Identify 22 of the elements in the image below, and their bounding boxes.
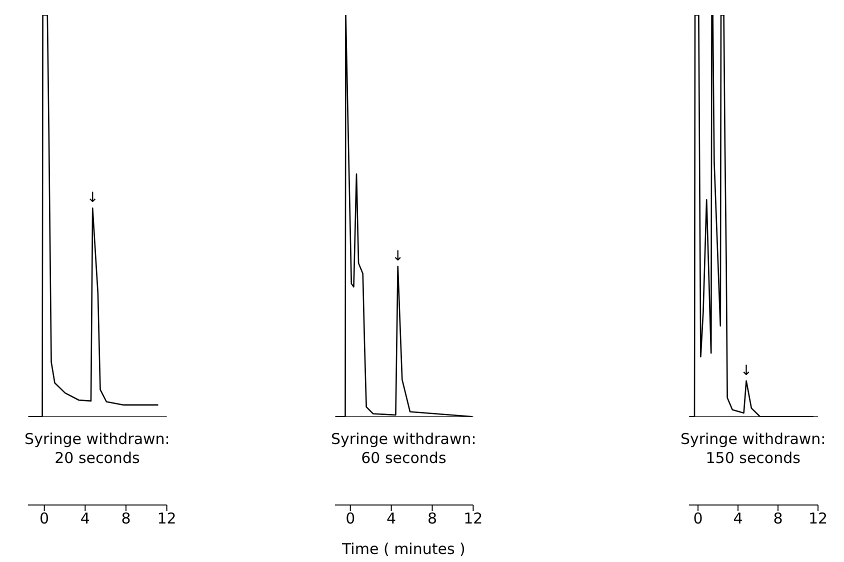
x-tick-label: 12: [463, 510, 482, 528]
x-axis-title: Time ( minutes ): [340, 540, 466, 558]
x-tick-label: 12: [808, 510, 828, 528]
text: 150 seconds: [704, 449, 802, 468]
x-tick-label: 0: [39, 510, 49, 528]
text: Syringe withdrawn:: [679, 430, 827, 449]
x-tick-label: 12: [157, 510, 176, 528]
text: Syringe withdrawn:: [24, 430, 171, 449]
x-tick-label: 4: [386, 510, 396, 528]
x-tick-label: 0: [345, 510, 355, 528]
x-tick-label: 4: [732, 510, 742, 528]
annotation: ↓: [392, 248, 404, 264]
x-tick-label: 8: [121, 510, 131, 528]
x-tick-label: 8: [772, 510, 782, 528]
x-tick-label: 0: [692, 510, 702, 528]
annotation: ↓: [740, 362, 752, 379]
x-tick-label: 8: [427, 510, 437, 528]
x-tick-label: 4: [80, 510, 90, 528]
annotation: ↓: [86, 190, 98, 206]
text: 60 seconds: [360, 449, 448, 468]
text: Syringe withdrawn:: [330, 430, 478, 449]
text: 20 seconds: [54, 449, 141, 468]
